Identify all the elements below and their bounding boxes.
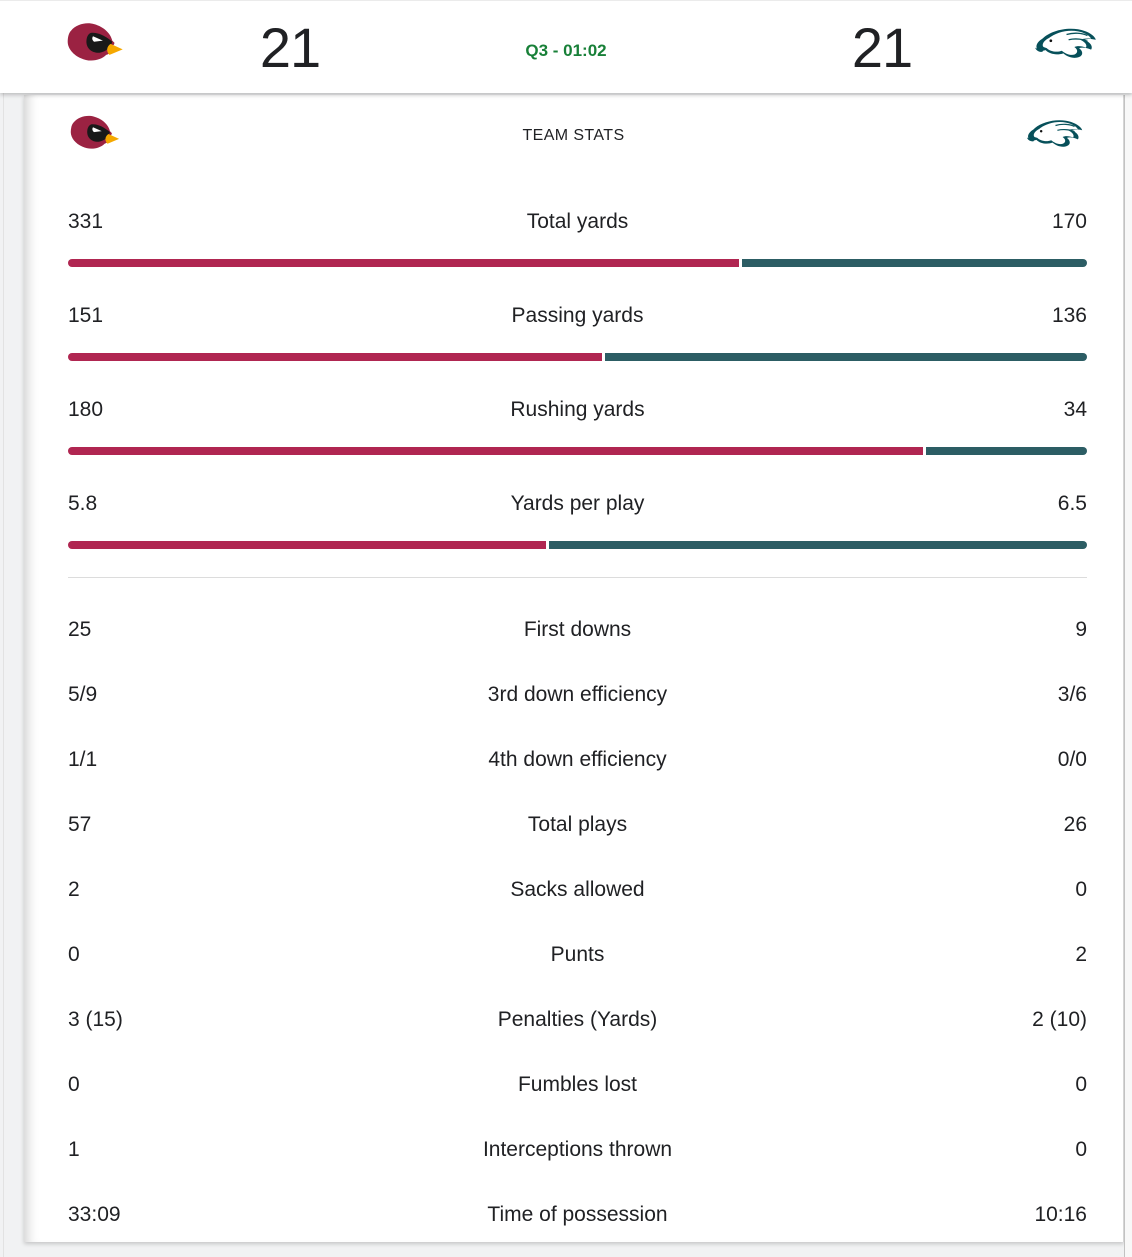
- home-bar-segment: [549, 541, 1087, 549]
- away-stat-value: 25: [68, 618, 92, 641]
- stat-row-line: 331 Total yards 170: [68, 209, 1087, 235]
- stat-row: 1/1 4th down efficiency 0/0: [68, 708, 1087, 773]
- away-stat-value: 1: [68, 1138, 80, 1161]
- stat-row-line: 0 Punts 2: [68, 942, 1087, 968]
- stat-row-line: 180 Rushing yards 34: [68, 397, 1087, 423]
- stat-label: Total plays: [527, 813, 628, 836]
- stat-row-line: 1 Interceptions thrown 0: [68, 1137, 1087, 1163]
- away-stat-value: 57: [68, 813, 92, 836]
- stat-row: 1 Interceptions thrown 0: [68, 1098, 1087, 1163]
- away-score: 21: [259, 16, 321, 79]
- stat-label: Fumbles lost: [517, 1073, 638, 1096]
- away-stat-value: 1/1: [68, 748, 98, 771]
- away-bar-segment: [68, 259, 740, 267]
- stat-row-line: 1/1 4th down efficiency 0/0: [68, 747, 1087, 773]
- stat-label: Time of possession: [487, 1203, 668, 1226]
- away-stat-value: 180: [68, 398, 104, 421]
- cardinals-logo-icon: [60, 14, 126, 76]
- stat-row-line: 33:09 Time of possession 10:16: [68, 1202, 1087, 1228]
- away-stat-value: 5/9: [68, 683, 98, 706]
- home-stat-value: 0: [1075, 1073, 1087, 1096]
- stat-row: 5/9 3rd down efficiency 3/6: [68, 643, 1087, 708]
- game-clock: Q3 - 01:02: [525, 41, 607, 60]
- away-stat-value: 33:09: [68, 1203, 121, 1226]
- stat-label: Penalties (Yards): [497, 1008, 658, 1031]
- away-stat-value: 5.8: [68, 492, 98, 515]
- stat-comparison-bar: [68, 541, 1087, 549]
- eagles-logo-icon: [1024, 113, 1086, 159]
- home-stat-value: 2: [1075, 943, 1087, 966]
- team-stats-header: TEAM STATS: [24, 95, 1123, 173]
- home-stat-value: 170: [1051, 210, 1087, 233]
- stat-bar-rows: 331 Total yards 170 151 Passing yards 136 180 R…: [24, 173, 1123, 549]
- stat-row: 3 (15) Penalties (Yards) 2 (10): [68, 968, 1087, 1033]
- home-stat-value: 34: [1063, 398, 1087, 421]
- stat-label: Passing yards: [511, 304, 644, 327]
- stat-row: 331 Total yards 170: [68, 173, 1087, 267]
- stat-row: 33:09 Time of possession 10:16: [68, 1163, 1087, 1228]
- stat-label: Total yards: [526, 210, 629, 233]
- stat-label: Punts: [550, 943, 605, 966]
- stat-comparison-bar: [68, 447, 1087, 455]
- stat-row: 180 Rushing yards 34: [68, 361, 1087, 455]
- stat-row-line: 57 Total plays 26: [68, 812, 1087, 838]
- stat-row-line: 2 Sacks allowed 0: [68, 877, 1087, 903]
- home-stat-value: 9: [1075, 618, 1087, 641]
- home-stat-value: 6.5: [1057, 492, 1087, 515]
- stat-row-line: 151 Passing yards 136: [68, 303, 1087, 329]
- stat-row-line: 5/9 3rd down efficiency 3/6: [68, 682, 1087, 708]
- home-stat-value: 3/6: [1057, 683, 1087, 706]
- stat-label: Yards per play: [510, 492, 645, 515]
- stat-row: 0 Fumbles lost 0: [68, 1033, 1087, 1098]
- stat-label: 4th down efficiency: [488, 748, 667, 771]
- away-stat-value: 0: [68, 943, 80, 966]
- away-bar-segment: [68, 353, 603, 361]
- home-score: 21: [851, 16, 913, 79]
- home-stat-value: 0: [1075, 878, 1087, 901]
- home-bar-segment: [742, 259, 1087, 267]
- stat-row: 25 First downs 9: [68, 578, 1087, 643]
- stat-label: Rushing yards: [510, 398, 645, 421]
- team-stats-title: TEAM STATS: [522, 127, 625, 144]
- stat-label: First downs: [523, 618, 632, 641]
- stat-row-line: 0 Fumbles lost 0: [68, 1072, 1087, 1098]
- page-body: TEAM STATS 331 Total yards 170 151 Passing y…: [0, 93, 1132, 1257]
- home-stat-value: 26: [1063, 813, 1087, 836]
- home-stat-value: 136: [1051, 304, 1087, 327]
- stat-label: Interceptions thrown: [482, 1138, 673, 1161]
- scrollbar-track[interactable]: [1124, 95, 1132, 1257]
- left-edge-divider: [3, 93, 4, 1257]
- eagles-logo-icon: [1032, 18, 1100, 74]
- stats-divider: [68, 577, 1087, 578]
- away-bar-segment: [68, 447, 924, 455]
- stat-row-line: 3 (15) Penalties (Yards) 2 (10): [68, 1007, 1087, 1033]
- stat-comparison-bar: [68, 259, 1087, 267]
- away-stat-value: 0: [68, 1073, 80, 1096]
- home-stat-value: 0/0: [1057, 748, 1087, 771]
- stat-row: 2 Sacks allowed 0: [68, 838, 1087, 903]
- stat-row: 151 Passing yards 136: [68, 267, 1087, 361]
- cardinals-logo-icon: [64, 109, 122, 161]
- stat-comparison-bar: [68, 353, 1087, 361]
- stat-row-line: 5.8 Yards per play 6.5: [68, 491, 1087, 517]
- away-stat-value: 151: [68, 304, 104, 327]
- team-stats-card: TEAM STATS 331 Total yards 170 151 Passing y…: [24, 95, 1124, 1242]
- stat-row-line: 25 First downs 9: [68, 617, 1087, 643]
- stat-row: 5.8 Yards per play 6.5: [68, 455, 1087, 549]
- away-stat-value: 3 (15): [68, 1008, 123, 1031]
- stat-text-rows: 25 First downs 9 5/9 3rd down efficiency 3/6 1…: [24, 578, 1123, 1228]
- home-stat-value: 10:16: [1034, 1203, 1087, 1226]
- stat-label: 3rd down efficiency: [487, 683, 668, 706]
- away-bar-segment: [68, 541, 547, 549]
- stat-row: 0 Punts 2: [68, 903, 1087, 968]
- home-stat-value: 2 (10): [1032, 1008, 1087, 1031]
- home-stat-value: 0: [1075, 1138, 1087, 1161]
- away-stat-value: 331: [68, 210, 104, 233]
- scoreboard-header: 21 Q3 - 01:02 21: [0, 0, 1132, 93]
- home-bar-segment: [605, 353, 1087, 361]
- home-bar-segment: [926, 447, 1087, 455]
- stat-row: 57 Total plays 26: [68, 773, 1087, 838]
- stat-label: Sacks allowed: [510, 878, 645, 901]
- away-stat-value: 2: [68, 878, 80, 901]
